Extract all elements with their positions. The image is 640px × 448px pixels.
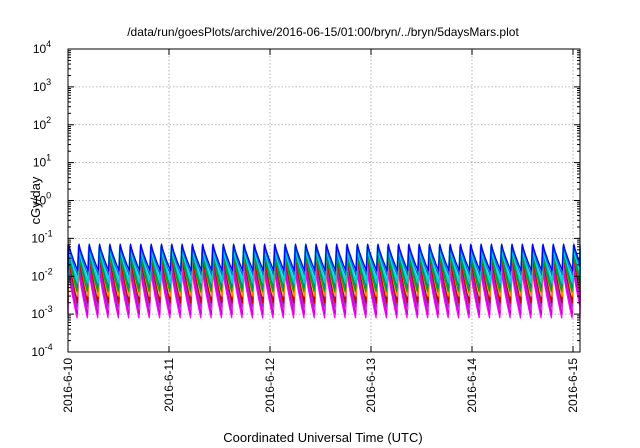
y-tick-label: 104: [33, 39, 51, 56]
x-tick-label: 2016-6-13: [364, 358, 378, 413]
y-tick-label: 103: [33, 77, 51, 94]
x-axis-label: Coordinated Universal Time (UTC): [223, 430, 422, 445]
series-line: [67, 267, 581, 319]
x-tick-label: 2016-6-12: [263, 358, 277, 413]
series-line: [67, 264, 581, 315]
series-layer: [67, 243, 581, 319]
series-line: [67, 249, 581, 289]
series-line: [67, 246, 581, 280]
y-tick-label: 10-2: [31, 266, 52, 283]
y-axis-label: cGy/day: [28, 176, 43, 224]
chart-title: /data/run/goesPlots/archive/2016-06-15/0…: [127, 25, 519, 39]
y-tick-label: 10-3: [31, 304, 52, 321]
y-tick-label: 101: [33, 153, 51, 170]
x-tick-label: 2016-6-14: [465, 358, 479, 413]
series-line: [67, 257, 581, 308]
tick-layer: 10-4 10-3 10-2 10-1 100 101 102 103 104 2016-6-10…: [31, 39, 580, 413]
series-line: [67, 243, 581, 272]
x-tick-label: 2016-6-10: [61, 358, 75, 413]
y-tick-label: 100: [33, 191, 51, 208]
series-line: [67, 250, 581, 292]
series-line: [67, 244, 581, 276]
x-tick-label: 2016-6-15: [566, 358, 580, 413]
y-tick-label: 10-4: [31, 342, 52, 359]
y-tick-label: 102: [33, 115, 51, 132]
series-line: [67, 254, 581, 304]
y-tick-label: 10-1: [31, 228, 52, 245]
x-tick-label: 2016-6-11: [162, 358, 176, 412]
